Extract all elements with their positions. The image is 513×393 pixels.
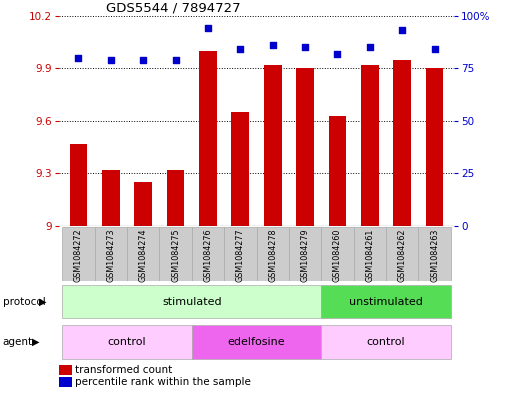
Point: [171, 57, 180, 63]
Bar: [328, 116, 346, 226]
Text: GSM1084263: GSM1084263: [430, 228, 439, 282]
Bar: [102, 170, 120, 226]
Text: stimulated: stimulated: [162, 297, 222, 307]
Bar: [224, 227, 256, 281]
Point: [366, 44, 374, 50]
Point: [107, 57, 115, 63]
Text: GSM1084262: GSM1084262: [398, 228, 407, 282]
Bar: [321, 227, 353, 281]
Bar: [393, 59, 411, 226]
Text: GSM1084261: GSM1084261: [365, 228, 374, 282]
Bar: [134, 182, 152, 226]
Text: agent: agent: [3, 337, 33, 347]
Text: protocol: protocol: [3, 297, 45, 307]
Bar: [289, 227, 321, 281]
Point: [236, 46, 244, 53]
Point: [74, 55, 83, 61]
Text: GSM1084272: GSM1084272: [74, 228, 83, 282]
Text: transformed count: transformed count: [75, 365, 173, 375]
Bar: [192, 227, 224, 281]
Text: GSM1084273: GSM1084273: [106, 228, 115, 282]
Bar: [256, 227, 289, 281]
Bar: [62, 227, 94, 281]
Text: GSM1084276: GSM1084276: [204, 228, 212, 282]
Bar: [127, 227, 160, 281]
Bar: [70, 143, 87, 226]
Text: control: control: [108, 337, 146, 347]
Text: percentile rank within the sample: percentile rank within the sample: [75, 377, 251, 387]
Text: GDS5544 / 7894727: GDS5544 / 7894727: [106, 2, 241, 15]
Text: GSM1084275: GSM1084275: [171, 228, 180, 282]
Bar: [199, 51, 217, 226]
Bar: [264, 65, 282, 226]
Bar: [192, 325, 321, 359]
Text: GSM1084277: GSM1084277: [236, 228, 245, 282]
Bar: [296, 68, 314, 226]
Point: [269, 42, 277, 48]
Bar: [426, 68, 443, 226]
Bar: [419, 227, 451, 281]
Bar: [94, 227, 127, 281]
Bar: [361, 65, 379, 226]
Bar: [160, 227, 192, 281]
Bar: [321, 325, 451, 359]
Point: [398, 27, 406, 33]
Text: ▶: ▶: [38, 297, 46, 307]
Text: control: control: [367, 337, 405, 347]
Text: unstimulated: unstimulated: [349, 297, 423, 307]
Bar: [167, 170, 185, 226]
Bar: [231, 112, 249, 226]
Point: [430, 46, 439, 53]
Text: GSM1084278: GSM1084278: [268, 228, 277, 282]
Point: [301, 44, 309, 50]
Text: GSM1084279: GSM1084279: [301, 228, 309, 282]
Point: [139, 57, 147, 63]
Bar: [353, 227, 386, 281]
Text: GSM1084260: GSM1084260: [333, 228, 342, 282]
Point: [333, 50, 342, 57]
Text: edelfosine: edelfosine: [228, 337, 285, 347]
Bar: [321, 285, 451, 318]
Point: [204, 25, 212, 31]
Bar: [62, 285, 321, 318]
Bar: [62, 325, 192, 359]
Text: GSM1084274: GSM1084274: [139, 228, 148, 282]
Bar: [386, 227, 419, 281]
Text: ▶: ▶: [32, 337, 40, 347]
